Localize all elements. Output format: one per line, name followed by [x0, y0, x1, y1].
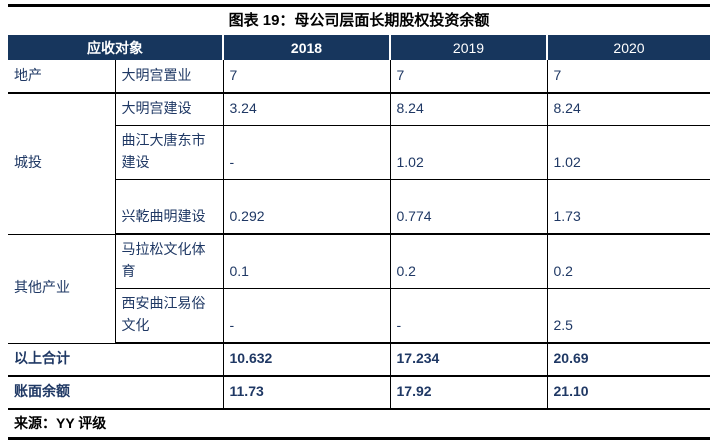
cell-company: 马拉松文化体育 — [114, 234, 223, 289]
cell-category: 城投 — [8, 93, 115, 235]
cell-total-label: 账面余额 — [8, 376, 223, 410]
cell-category: 其他产业 — [8, 234, 115, 344]
cell-value-2020: 2.5 — [546, 288, 710, 344]
cell-total-2018: 11.73 — [222, 376, 390, 410]
cell-value-2018: - — [222, 125, 390, 180]
cell-company: 大明宫建设 — [114, 93, 223, 126]
total-row: 以上合计 10.632 17.234 20.69 — [8, 343, 710, 377]
cell-total-2018: 10.632 — [222, 343, 390, 377]
header-year-2018: 2018 — [222, 35, 390, 60]
cell-value-2020: 1.73 — [546, 179, 710, 235]
cell-value-2018: - — [222, 288, 390, 344]
cell-value-2020: 8.24 — [546, 93, 710, 126]
cell-company: 兴乾曲明建设 — [114, 179, 223, 235]
cell-value-2019: - — [389, 288, 547, 344]
cell-total-label: 以上合计 — [8, 343, 223, 377]
cell-value-2018: 0.292 — [222, 179, 390, 235]
figure-title: 图表 19：母公司层面长期股权投资余额 — [228, 12, 490, 29]
cell-value-2019: 8.24 — [389, 93, 547, 126]
cell-value-2019: 0.2 — [389, 234, 547, 289]
cell-total-2020: 20.69 — [546, 343, 710, 377]
cell-value-2018: 7 — [222, 60, 390, 94]
cell-value-2020: 7 — [546, 60, 710, 94]
cell-value-2018: 0.1 — [222, 234, 390, 289]
cell-total-2020: 21.10 — [546, 376, 710, 410]
equity-investment-table: 应收对象 2018 2019 2020 地产 大明宫置业 7 7 7 城投 大明… — [8, 35, 710, 410]
cell-total-2019: 17.92 — [389, 376, 547, 410]
figure-19-container: 图表 19：母公司层面长期股权投资余额 应收对象 2018 2019 2020 … — [8, 4, 710, 440]
header-receivable: 应收对象 — [8, 35, 223, 60]
cell-company: 大明宫置业 — [114, 60, 223, 94]
table-row: 兴乾曲明建设 0.292 0.774 1.73 — [8, 179, 710, 235]
table-row: 城投 大明宫建设 3.24 8.24 8.24 — [8, 93, 710, 235]
cell-value-2020: 1.02 — [546, 125, 710, 180]
cell-value-2019: 0.774 — [389, 179, 547, 235]
cell-company: 曲江大唐东市建设 — [114, 125, 223, 180]
table-row: 西安曲江易俗文化 - - 2.5 — [8, 288, 710, 344]
header-year-2019: 2019 — [389, 35, 547, 60]
table-row: 曲江大唐东市建设 - 1.02 1.02 — [8, 125, 710, 180]
cell-value-2020: 0.2 — [546, 234, 710, 289]
header-row: 应收对象 2018 2019 2020 — [8, 35, 710, 60]
cell-category: 地产 — [8, 60, 115, 94]
total-row: 账面余额 11.73 17.92 21.10 — [8, 376, 710, 410]
table-row: 地产 大明宫置业 7 7 7 — [8, 60, 710, 94]
source-note: 来源：YY 评级 — [14, 415, 107, 431]
cell-value-2019: 7 — [389, 60, 547, 94]
cell-company: 西安曲江易俗文化 — [114, 288, 223, 344]
cell-value-2019: 1.02 — [389, 125, 547, 180]
cell-value-2018: 3.24 — [222, 93, 390, 126]
table-row: 其他产业 马拉松文化体育 0.1 0.2 0.2 — [8, 234, 710, 344]
cell-total-2019: 17.234 — [389, 343, 547, 377]
header-year-2020: 2020 — [546, 35, 710, 60]
table-header: 应收对象 2018 2019 2020 — [8, 35, 710, 60]
